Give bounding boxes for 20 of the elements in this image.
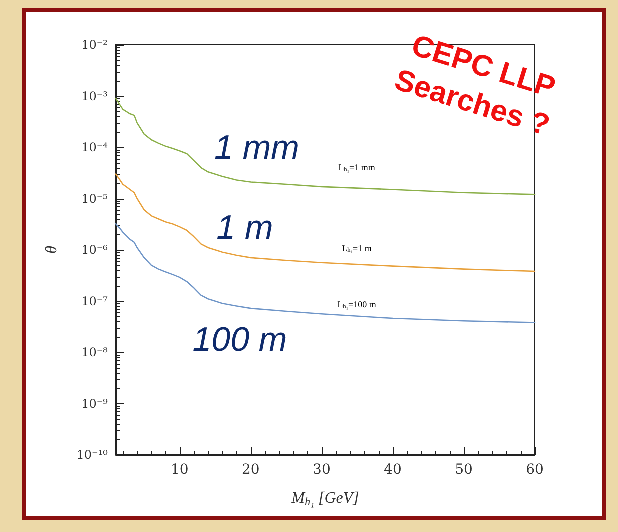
line-series	[115, 174, 536, 272]
x-tick-label: 30	[313, 462, 331, 478]
x-tick-label: 40	[384, 462, 402, 478]
annotation: 1 m	[216, 209, 274, 247]
y-tick-label: 10⁻³	[82, 89, 108, 104]
y-tick-label: 10⁻¹⁰	[76, 448, 108, 462]
annotation: 100 m	[192, 321, 288, 359]
y-tick-label: 10⁻⁶	[82, 243, 108, 257]
x-tick-label: 20	[242, 462, 260, 478]
y-tick-label: 10⁻⁹	[82, 396, 108, 411]
y-tick-label: 10⁻⁴	[82, 140, 108, 154]
x-tick-label: 50	[455, 462, 473, 478]
y-tick-label: 10⁻⁸	[82, 346, 108, 360]
y-axis-title: θ	[44, 246, 60, 254]
y-tick-label: 10⁻²	[82, 38, 108, 52]
y-tick-label: 10⁻⁵	[82, 192, 108, 206]
y-tick-label: 10⁻⁷	[82, 294, 108, 308]
annotation: 1 mm	[214, 129, 300, 167]
x-tick-label: 10	[171, 462, 189, 478]
x-tick-label: 60	[526, 462, 544, 478]
